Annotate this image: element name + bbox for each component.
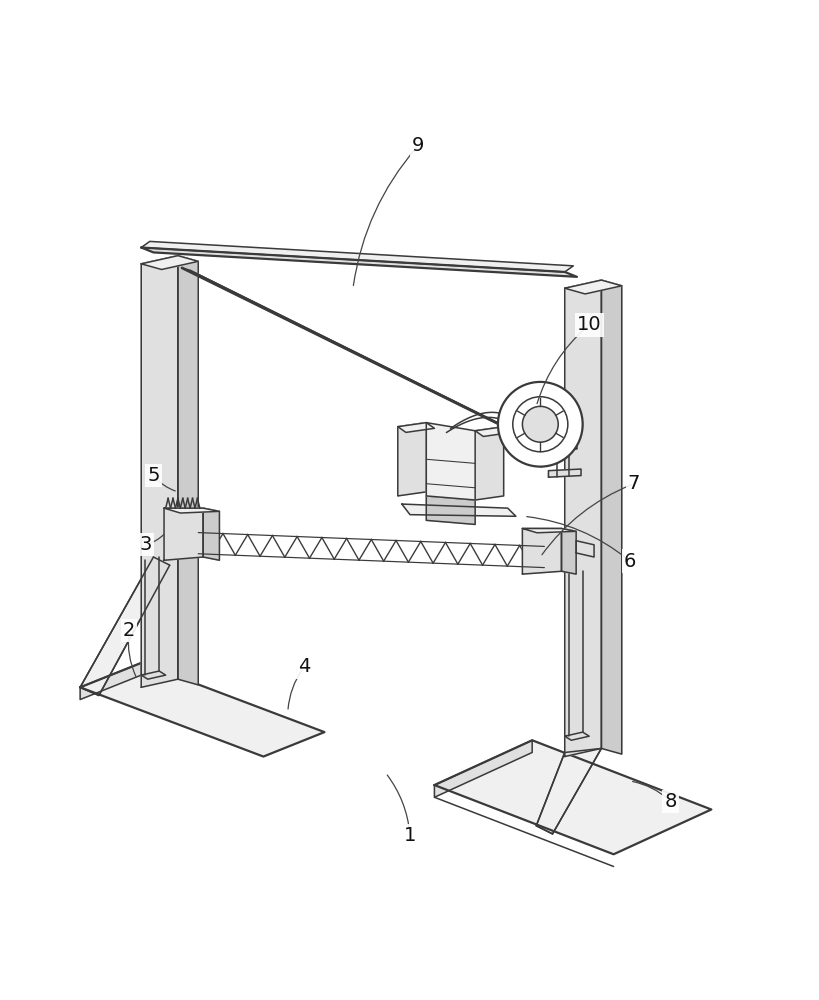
Polygon shape <box>564 280 621 294</box>
Polygon shape <box>80 663 324 757</box>
Polygon shape <box>600 280 621 754</box>
Polygon shape <box>522 529 561 574</box>
Polygon shape <box>397 423 426 496</box>
Text: 8: 8 <box>663 792 676 811</box>
Text: 3: 3 <box>139 535 152 554</box>
Polygon shape <box>178 256 198 685</box>
Polygon shape <box>164 508 203 560</box>
Polygon shape <box>576 541 593 557</box>
Polygon shape <box>434 740 532 797</box>
Polygon shape <box>544 420 577 450</box>
Text: 6: 6 <box>623 552 636 571</box>
Polygon shape <box>182 268 546 447</box>
Circle shape <box>497 382 582 467</box>
Polygon shape <box>561 529 576 574</box>
Polygon shape <box>80 663 141 700</box>
Polygon shape <box>474 427 511 436</box>
Polygon shape <box>564 732 589 740</box>
Text: 4: 4 <box>297 657 310 676</box>
Polygon shape <box>141 256 198 270</box>
Polygon shape <box>397 423 434 432</box>
Polygon shape <box>564 280 600 757</box>
Polygon shape <box>203 508 219 560</box>
Polygon shape <box>141 248 577 277</box>
Text: 10: 10 <box>576 315 601 334</box>
Polygon shape <box>164 508 219 513</box>
Polygon shape <box>426 496 474 524</box>
Polygon shape <box>401 504 515 516</box>
Polygon shape <box>80 557 170 695</box>
Polygon shape <box>536 748 600 834</box>
Text: 9: 9 <box>411 136 423 155</box>
Polygon shape <box>548 469 581 477</box>
Polygon shape <box>141 671 165 679</box>
Polygon shape <box>522 529 576 533</box>
Polygon shape <box>141 241 572 272</box>
Polygon shape <box>474 427 503 500</box>
Text: 2: 2 <box>123 621 135 640</box>
Polygon shape <box>141 256 178 687</box>
Text: 7: 7 <box>627 474 640 493</box>
Text: 5: 5 <box>147 466 160 485</box>
Polygon shape <box>434 740 710 854</box>
Polygon shape <box>426 423 474 500</box>
Text: 1: 1 <box>403 826 416 845</box>
Circle shape <box>522 406 558 442</box>
